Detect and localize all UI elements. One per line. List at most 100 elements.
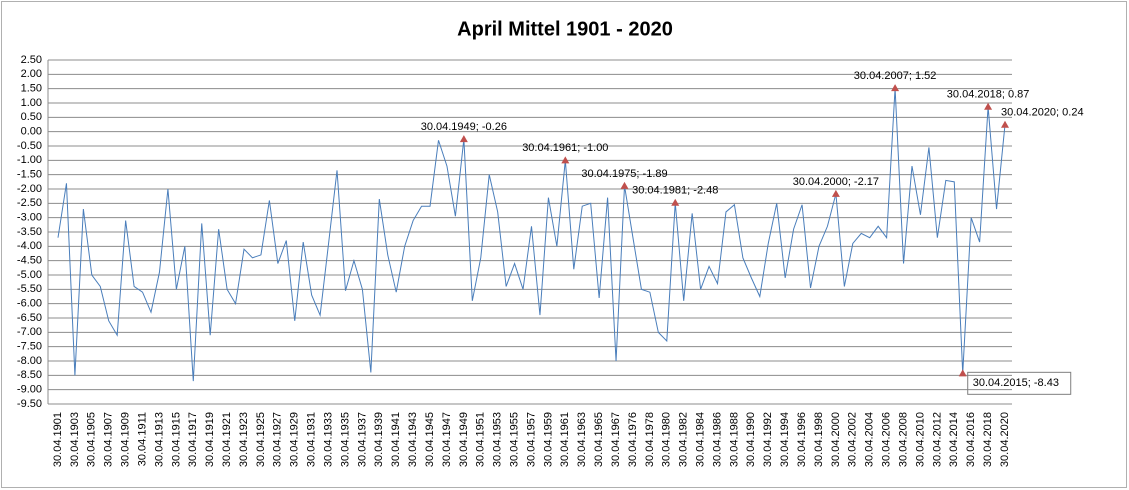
- x-tick-label: 30.04.1957: [525, 412, 537, 467]
- point-marker: [958, 369, 967, 377]
- point-marker: [620, 181, 629, 189]
- y-tick-label: -2.00: [17, 183, 42, 195]
- y-tick-label: -9.00: [17, 384, 42, 396]
- y-tick-label: 0.50: [21, 111, 42, 123]
- x-tick-label: 30.04.1961: [559, 412, 571, 467]
- point-marker: [831, 189, 840, 197]
- x-tick-label: 30.04.1929: [289, 412, 301, 467]
- data-label: 30.04.1949; -0.26: [421, 121, 507, 133]
- y-tick-label: -4.50: [17, 255, 42, 267]
- x-tick-label: 30.04.1907: [103, 412, 115, 467]
- y-tick-label: -6.00: [17, 298, 42, 310]
- y-tick-label: -0.50: [17, 140, 42, 152]
- x-tick-label: 30.04.1984: [695, 412, 707, 467]
- x-tick-label: 30.04.1976: [627, 412, 639, 467]
- x-tick-label: 30.04.2010: [914, 412, 926, 467]
- x-tick-label: 30.04.1990: [745, 412, 757, 467]
- data-label: 30.04.2000; -2.17: [793, 176, 879, 188]
- x-tick-label: 30.04.1909: [120, 412, 132, 467]
- point-marker: [561, 156, 570, 164]
- y-tick-label: -5.50: [17, 283, 42, 295]
- point-marker: [1001, 120, 1009, 128]
- x-tick-label: 30.04.1965: [593, 412, 605, 467]
- y-tick-label: 1.50: [21, 83, 42, 95]
- x-tick-label: 30.04.1917: [187, 412, 199, 467]
- y-tick-label: -8.50: [17, 369, 42, 381]
- x-tick-label: 30.04.1903: [69, 412, 81, 467]
- x-tick-label: 30.04.1982: [678, 412, 690, 467]
- label-selection: [967, 371, 1072, 395]
- x-tick-label: 30.04.1967: [610, 412, 622, 467]
- x-tick-label: 30.04.1941: [390, 412, 402, 467]
- x-tick-label: 30.04.1945: [424, 412, 436, 467]
- point-marker: [459, 135, 468, 143]
- x-tick-label: 30.04.1947: [441, 412, 453, 467]
- x-tick-label: 30.04.1988: [728, 412, 740, 467]
- x-tick-label: 30.04.1953: [492, 412, 504, 467]
- x-tick-label: 30.04.1919: [204, 412, 216, 467]
- x-tick-label: 30.04.2002: [847, 412, 859, 467]
- y-tick-label: -6.50: [17, 312, 42, 324]
- x-tick-label: 30.04.2020: [999, 412, 1011, 467]
- x-tick-label: 30.04.1911: [136, 412, 148, 466]
- x-tick-label: 30.04.1901: [52, 412, 64, 467]
- x-tick-label: 30.04.2016: [965, 412, 977, 467]
- x-tick-label: 30.04.1931: [306, 412, 318, 467]
- data-label: 30.04.2007; 1.52: [854, 70, 937, 82]
- x-tick-label: 30.04.2018: [982, 412, 994, 467]
- data-label: 30.04.2018; 0.87: [947, 89, 1030, 101]
- y-tick-label: 2.00: [21, 68, 42, 80]
- x-tick-label: 30.04.1996: [796, 412, 808, 467]
- x-tick-label: 30.04.2004: [864, 412, 876, 467]
- point-marker: [891, 84, 900, 92]
- x-tick-label: 30.04.1959: [542, 412, 554, 467]
- y-tick-label: -3.00: [17, 212, 42, 224]
- data-label: 30.04.2015; -8.43: [973, 377, 1059, 389]
- y-tick-label: 2.50: [21, 54, 42, 66]
- point-marker: [671, 198, 680, 206]
- y-tick-label: -5.00: [17, 269, 42, 281]
- x-tick-label: 30.04.2006: [881, 412, 893, 467]
- x-tick-label: 30.04.1935: [339, 412, 351, 467]
- data-line: [57, 88, 1006, 382]
- x-tick-label: 30.04.2012: [931, 412, 943, 467]
- x-tick-label: 30.04.1943: [407, 412, 419, 467]
- chart-title: April Mittel 1901 - 2020: [457, 18, 673, 40]
- x-tick-label: 30.04.1951: [475, 412, 487, 467]
- x-tick-label: 30.04.1994: [779, 412, 791, 467]
- x-tick-label: 30.04.1927: [272, 412, 284, 467]
- x-tick-label: 30.04.1921: [221, 412, 233, 467]
- x-tick-label: 30.04.1949: [458, 412, 470, 467]
- x-tick-label: 30.04.1939: [373, 412, 385, 467]
- data-label: 30.04.1981; -2.48: [632, 185, 718, 197]
- x-tick-label: 30.04.1937: [356, 412, 368, 467]
- data-label: 30.04.2020; 0.24: [1001, 107, 1084, 119]
- y-tick-label: -7.50: [17, 341, 42, 353]
- y-tick-label: -8.00: [17, 355, 42, 367]
- x-tick-label: 30.04.1992: [762, 412, 774, 467]
- x-tick-label: 30.04.2000: [830, 412, 842, 467]
- x-tick-label: 30.04.2014: [948, 412, 960, 467]
- x-tick-label: 30.04.1955: [508, 412, 520, 467]
- y-tick-label: -1.50: [17, 169, 42, 181]
- x-tick-label: 30.04.2008: [897, 412, 909, 467]
- y-tick-label: -2.50: [17, 197, 42, 209]
- x-tick-label: 30.04.1915: [170, 412, 182, 467]
- y-tick-label: -9.50: [17, 398, 42, 410]
- y-tick-label: -3.50: [17, 226, 42, 238]
- y-tick-label: -7.00: [17, 326, 42, 338]
- x-tick-label: 30.04.1986: [711, 412, 723, 467]
- x-tick-label: 30.04.1963: [576, 412, 588, 467]
- x-tick-label: 30.04.1913: [153, 412, 165, 467]
- y-tick-label: -1.00: [17, 154, 42, 166]
- data-label: 30.04.1961; -1.00: [522, 142, 608, 154]
- x-tick-label: 30.04.1905: [86, 412, 98, 467]
- y-tick-label: 1.00: [21, 97, 42, 109]
- x-tick-label: 30.04.1978: [644, 412, 656, 467]
- x-tick-label: 30.04.1980: [661, 412, 673, 467]
- x-tick-label: 30.04.1923: [238, 412, 250, 467]
- x-tick-label: 30.04.1925: [255, 412, 267, 467]
- x-tick-label: 30.04.1998: [813, 412, 825, 467]
